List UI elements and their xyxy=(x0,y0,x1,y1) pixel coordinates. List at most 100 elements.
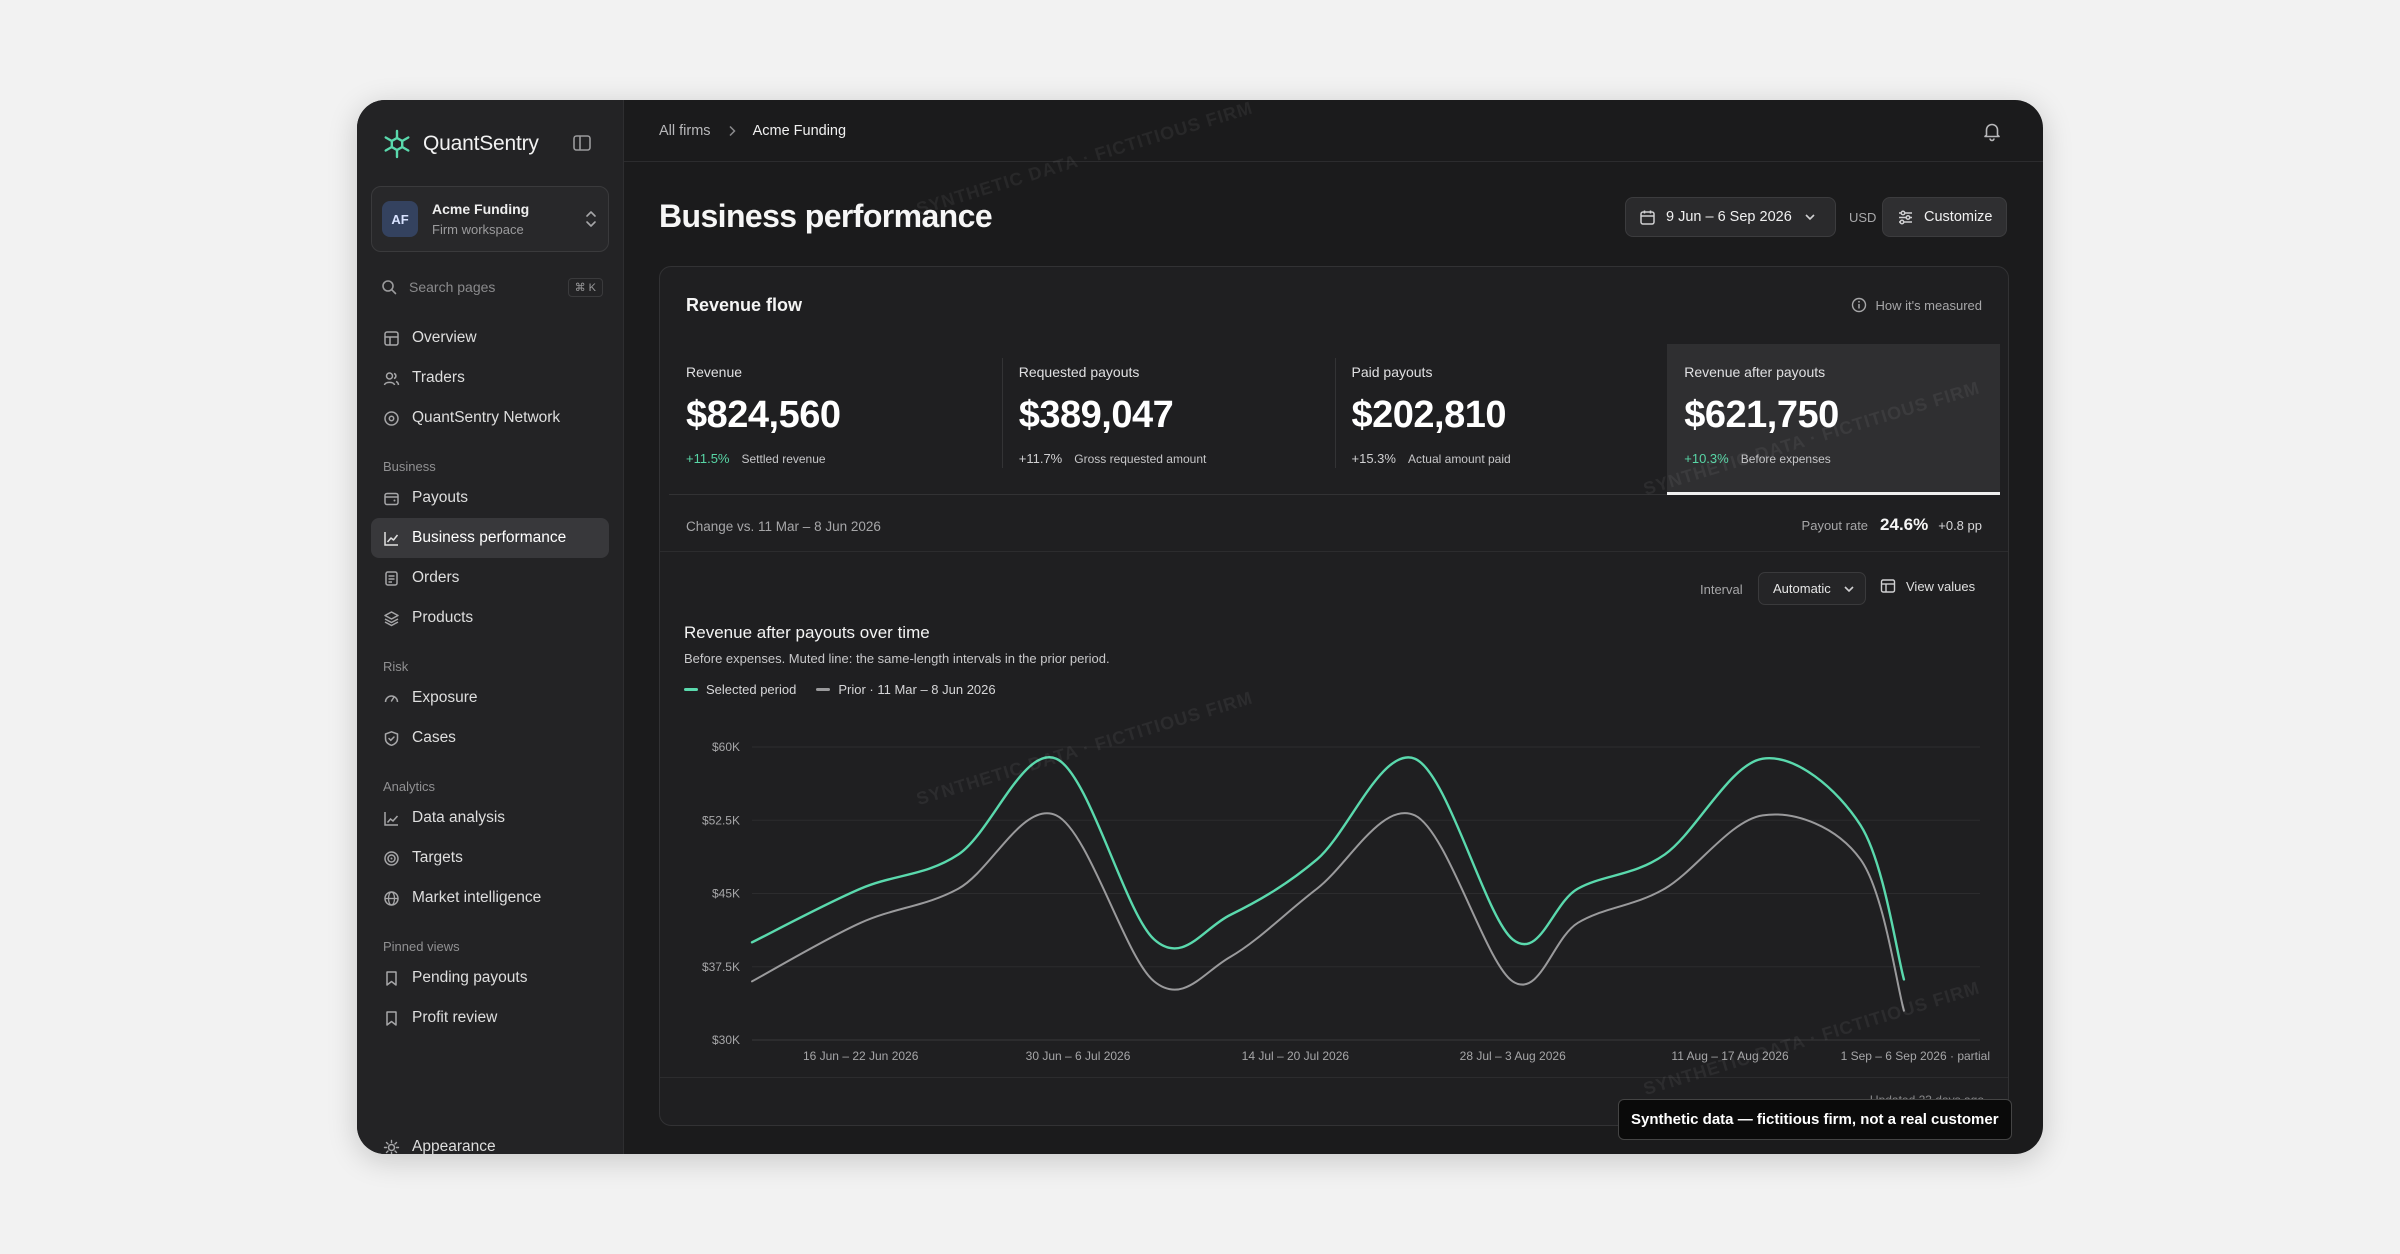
search-icon xyxy=(382,280,397,295)
nav-item-orders[interactable]: Orders xyxy=(371,558,609,598)
x-tick-label: 30 Jun – 6 Jul 2026 xyxy=(1026,1049,1131,1063)
metric-paid-payouts[interactable]: Paid payouts $202,810 +15.3% Actual amoun… xyxy=(1334,344,1668,494)
search-pages[interactable]: Search pages ⌘ K xyxy=(381,276,603,298)
metric-revenue-after-payouts[interactable]: Revenue after payouts $621,750 +10.3% Bef… xyxy=(1667,344,2000,495)
search-input[interactable]: Search pages xyxy=(409,279,496,295)
shield-icon xyxy=(384,730,399,746)
comparison-period: Change vs. 11 Mar – 8 Jun 2026 xyxy=(686,519,881,534)
x-tick-label: 28 Jul – 3 Aug 2026 xyxy=(1460,1049,1566,1063)
chart-subtitle: Before expenses. Muted line: the same-le… xyxy=(684,651,1110,666)
interval-select[interactable]: Automatic xyxy=(1758,572,1866,605)
nav-label: Profit review xyxy=(412,1009,498,1026)
how-measured-link[interactable]: How it's measured xyxy=(1851,297,1982,313)
bell-icon[interactable] xyxy=(1981,120,2003,142)
calendar-icon xyxy=(1640,210,1655,225)
page-title: Business performance xyxy=(659,198,993,234)
nav-label: Business performance xyxy=(412,529,567,546)
legend-label: Selected period xyxy=(706,682,797,697)
target-icon xyxy=(384,850,399,866)
metric-label: Revenue xyxy=(686,364,743,380)
nav-label: Targets xyxy=(412,849,463,866)
nav-label: Exposure xyxy=(412,689,478,706)
nav-item-profit-review[interactable]: Profit review xyxy=(371,998,609,1038)
series-line-selected[interactable] xyxy=(750,756,1906,981)
nav-item-traders[interactable]: Traders xyxy=(371,358,609,398)
nav-item-pending-payouts[interactable]: Pending payouts xyxy=(371,958,609,998)
workspace-switcher[interactable]: AF Acme Funding Firm workspace xyxy=(371,186,609,252)
x-tick-label: 11 Aug – 17 Aug 2026 xyxy=(1671,1049,1789,1063)
document-icon xyxy=(385,570,398,586)
metric-note: Gross requested amount xyxy=(1074,451,1207,466)
x-tick-label: 16 Jun – 22 Jun 2026 xyxy=(803,1049,919,1063)
nav-item-exposure[interactable]: Exposure xyxy=(371,678,609,718)
nav-label: Orders xyxy=(412,569,460,586)
y-tick-label: $30K xyxy=(712,1033,740,1047)
view-values-button[interactable]: View values xyxy=(1880,578,1975,594)
metric-delta: +11.5% xyxy=(686,451,730,466)
nav-label: Market intelligence xyxy=(412,889,542,906)
x-tick-label: 14 Jul – 20 Jul 2026 xyxy=(1242,1049,1350,1063)
grid-icon xyxy=(384,330,399,346)
nav-label: Products xyxy=(412,609,474,626)
date-range-label: 9 Jun – 6 Sep 2026 xyxy=(1666,209,1792,225)
breadcrumb-current: Acme Funding xyxy=(752,122,847,139)
nav-item-products[interactable]: Products xyxy=(371,598,609,638)
nav-section-analytics: Analytics xyxy=(383,779,436,794)
bookmark-icon xyxy=(386,970,397,986)
table-icon xyxy=(1880,579,1896,593)
y-tick-label: $37.5K xyxy=(702,960,740,974)
nav-item-data-analysis[interactable]: Data analysis xyxy=(371,798,609,838)
nav-item-targets[interactable]: Targets xyxy=(371,838,609,878)
chevron-up-down-icon xyxy=(586,211,596,227)
metric-requested-payouts[interactable]: Requested payouts $389,047 +11.7% Gross r… xyxy=(1001,344,1335,494)
quantsentry-logo-icon xyxy=(384,129,410,159)
chevron-down-icon xyxy=(1844,585,1854,592)
nav-item-cases[interactable]: Cases xyxy=(371,718,609,758)
metric-value: $202,810 xyxy=(1351,394,1507,436)
nav-section-business: Business xyxy=(383,459,436,474)
interval-value: Automatic xyxy=(1773,581,1831,596)
date-range-picker[interactable]: 9 Jun – 6 Sep 2026 xyxy=(1625,197,1836,237)
topbar: All firms Acme Funding xyxy=(624,100,2043,162)
metric-note: Settled revenue xyxy=(741,451,826,466)
nav-label: Overview xyxy=(412,329,477,346)
divider xyxy=(660,551,2008,552)
metric-note: Actual amount paid xyxy=(1407,451,1511,466)
nav-footer: Appearance xyxy=(371,1127,609,1154)
nav-item-quantsentry-network[interactable]: QuantSentry Network xyxy=(371,398,609,438)
nav-label: Data analysis xyxy=(412,809,506,826)
how-measured-label: How it's measured xyxy=(1875,297,1982,313)
nav-item-business-performance[interactable]: Business performance xyxy=(371,518,609,558)
metric-note: Before expenses xyxy=(1740,451,1831,466)
metric-revenue[interactable]: Revenue $824,560 +11.5% Settled revenue xyxy=(669,344,1002,494)
nav-label: QuantSentry Network xyxy=(412,409,561,426)
metric-delta: +15.3% xyxy=(1351,451,1396,466)
main-content: All firms Acme Funding Business performa… xyxy=(624,100,2043,1154)
nav-item-market-intelligence[interactable]: Market intelligence xyxy=(371,878,609,918)
revenue-line-chart[interactable]: $30K $37.5K $45K $52.5K $60K 16 Jun – 22 Jun … xyxy=(660,707,2009,1067)
nav-item-payouts[interactable]: Payouts xyxy=(371,478,609,518)
series-line-prior[interactable] xyxy=(751,812,1905,1012)
nav-section-risk: Risk xyxy=(383,659,409,674)
currency-label[interactable]: USD xyxy=(1849,210,1877,225)
legend-label: Prior · 11 Mar – 8 Jun 2026 xyxy=(838,682,996,697)
customize-button[interactable]: Customize xyxy=(1882,197,2007,237)
revenue-flow-card: Revenue flow How it's measured Revenue $… xyxy=(659,266,2009,1126)
legend-swatch xyxy=(816,688,831,691)
sidebar-toggle-icon[interactable] xyxy=(571,132,593,154)
legend-item-selected[interactable]: Selected period xyxy=(684,682,796,697)
brand[interactable]: QuantSentry xyxy=(381,124,539,164)
metric-value: $824,560 xyxy=(686,394,841,436)
nav-item-overview[interactable]: Overview xyxy=(371,318,609,358)
nav-primary: Overview Traders QuantSentry Network Bus… xyxy=(371,318,609,1038)
chart-legend: Selected period Prior · 11 Mar – 8 Jun 2… xyxy=(684,682,1016,697)
legend-item-prior[interactable]: Prior · 11 Mar – 8 Jun 2026 xyxy=(816,682,996,697)
y-tick-label: $45K xyxy=(712,887,740,901)
breadcrumb-parent[interactable]: All firms xyxy=(659,122,711,139)
globe-icon xyxy=(384,890,399,906)
nav-item-appearance[interactable]: Appearance xyxy=(371,1127,609,1154)
customize-label: Customize xyxy=(1924,209,1993,225)
payout-rate: Payout rate 24.6% +0.8 pp xyxy=(1802,515,1982,535)
metric-delta: +11.7% xyxy=(1018,451,1063,466)
app-window: QuantSentry AF Acme Funding Firm workspa… xyxy=(357,100,2043,1154)
